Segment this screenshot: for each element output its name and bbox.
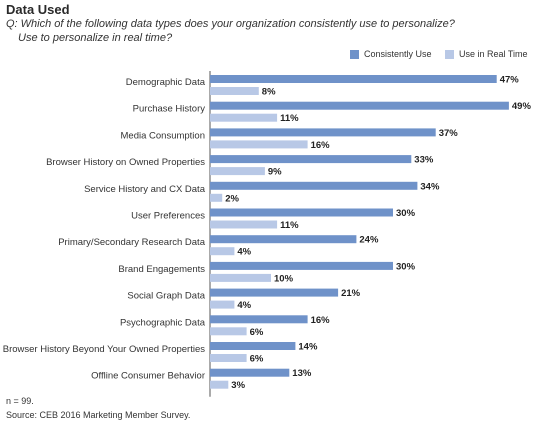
legend-label-consistently-use: Consistently Use: [364, 49, 432, 59]
value-label-consistently-primary-secondary-research-data: 24%: [359, 235, 379, 246]
bar-consistently-browser-history-on-owned-properties: [210, 155, 412, 164]
bar-realtime-primary-secondary-research-data: [210, 247, 235, 256]
bar-realtime-demographic-data: [210, 87, 259, 95]
bar-realtime-social-graph-data: [210, 300, 235, 309]
category-label-purchase-history: Purchase History: [133, 104, 206, 115]
category-label-browser-history-on-owned-properties: Browser History on Owned Properties: [46, 157, 205, 168]
survey-question: Q: Which of the following data types doe…: [6, 17, 455, 45]
category-label-psychographic-data: Psychographic Data: [120, 317, 206, 328]
question-line-1: Q: Which of the following data types doe…: [6, 18, 455, 30]
bar-consistently-psychographic-data: [210, 315, 308, 324]
legend-item-consistently-use: Consistently Use: [350, 49, 432, 59]
source-note: Source: CEB 2016 Marketing Member Survey…: [6, 410, 191, 420]
category-label-user-preferences: User Preferences: [131, 211, 205, 222]
value-label-realtime-media-consumption: 16%: [311, 140, 331, 151]
value-label-realtime-psychographic-data: 6%: [250, 327, 264, 338]
value-label-consistently-browser-history-beyond-your-owned-properties: 14%: [298, 342, 318, 353]
bar-consistently-demographic-data: [210, 75, 497, 83]
value-label-realtime-browser-history-beyond-your-owned-properties: 6%: [250, 354, 264, 365]
value-label-realtime-primary-secondary-research-data: 4%: [237, 247, 251, 258]
value-label-realtime-offline-consumer-behavior: 3%: [231, 380, 245, 391]
category-label-media-consumption: Media Consumption: [121, 130, 206, 141]
value-label-consistently-social-graph-data: 21%: [341, 288, 361, 299]
bar-consistently-brand-engagements: [210, 261, 393, 270]
value-label-realtime-browser-history-on-owned-properties: 9%: [268, 167, 282, 178]
legend-swatch-consistently-use: [350, 49, 359, 59]
value-label-realtime-user-preferences: 11%: [280, 220, 299, 231]
bar-consistently-user-preferences: [210, 208, 393, 217]
chart-title: Data Used: [6, 2, 70, 17]
category-label-primary-secondary-research-data: Primary/Secondary Research Data: [58, 237, 205, 248]
bar-consistently-media-consumption: [210, 128, 436, 137]
category-label-demographic-data: Demographic Data: [126, 77, 206, 88]
value-label-consistently-offline-consumer-behavior: 13%: [292, 368, 312, 379]
category-label-social-graph-data: Social Graph Data: [127, 291, 205, 302]
question-line-2: Use to personalize in real time?: [18, 32, 173, 44]
category-label-brand-engagements: Brand Engagements: [118, 264, 205, 275]
bar-realtime-browser-history-on-owned-properties: [210, 167, 265, 176]
bar-realtime-psychographic-data: [210, 327, 247, 336]
category-label-browser-history-beyond-your-owned-properties: Browser History Beyond Your Owned Proper…: [3, 344, 205, 355]
value-label-realtime-social-graph-data: 4%: [237, 300, 251, 311]
bar-realtime-purchase-history: [210, 113, 278, 122]
category-label-service-history-and-cx-data: Service History and CX Data: [84, 184, 206, 195]
bar-realtime-browser-history-beyond-your-owned-properties: [210, 354, 247, 362]
bar-consistently-purchase-history: [210, 101, 509, 110]
bar-realtime-user-preferences: [210, 220, 278, 229]
legend-swatch-real-time: [445, 49, 454, 59]
bar-consistently-offline-consumer-behavior: [210, 368, 290, 377]
bar-realtime-service-history-and-cx-data: [210, 193, 223, 202]
value-label-consistently-brand-engagements: 30%: [396, 261, 416, 272]
value-label-realtime-demographic-data: 8%: [262, 87, 276, 98]
legend-item-real-time: Use in Real Time: [445, 49, 528, 59]
value-label-consistently-browser-history-on-owned-properties: 33%: [414, 155, 434, 166]
legend-label-real-time: Use in Real Time: [459, 49, 528, 59]
value-label-consistently-media-consumption: 37%: [439, 128, 459, 139]
value-label-consistently-purchase-history: 49%: [512, 101, 532, 112]
bar-consistently-service-history-and-cx-data: [210, 181, 418, 190]
bar-consistently-social-graph-data: [210, 288, 339, 297]
bar-consistently-primary-secondary-research-data: [210, 235, 357, 244]
value-label-consistently-user-preferences: 30%: [396, 208, 416, 219]
sample-size-note: n = 99.: [6, 396, 34, 406]
value-label-consistently-demographic-data: 47%: [500, 75, 520, 86]
value-label-consistently-service-history-and-cx-data: 34%: [420, 181, 440, 192]
value-label-consistently-psychographic-data: 16%: [311, 315, 331, 326]
value-label-realtime-service-history-and-cx-data: 2%: [225, 193, 239, 204]
category-label-offline-consumer-behavior: Offline Consumer Behavior: [91, 371, 205, 382]
bar-realtime-offline-consumer-behavior: [210, 380, 229, 389]
value-label-realtime-brand-engagements: 10%: [274, 273, 294, 284]
bar-realtime-media-consumption: [210, 140, 308, 149]
value-label-realtime-purchase-history: 11%: [280, 113, 299, 124]
bar-consistently-browser-history-beyond-your-owned-properties: [210, 342, 296, 350]
bar-realtime-brand-engagements: [210, 273, 271, 282]
